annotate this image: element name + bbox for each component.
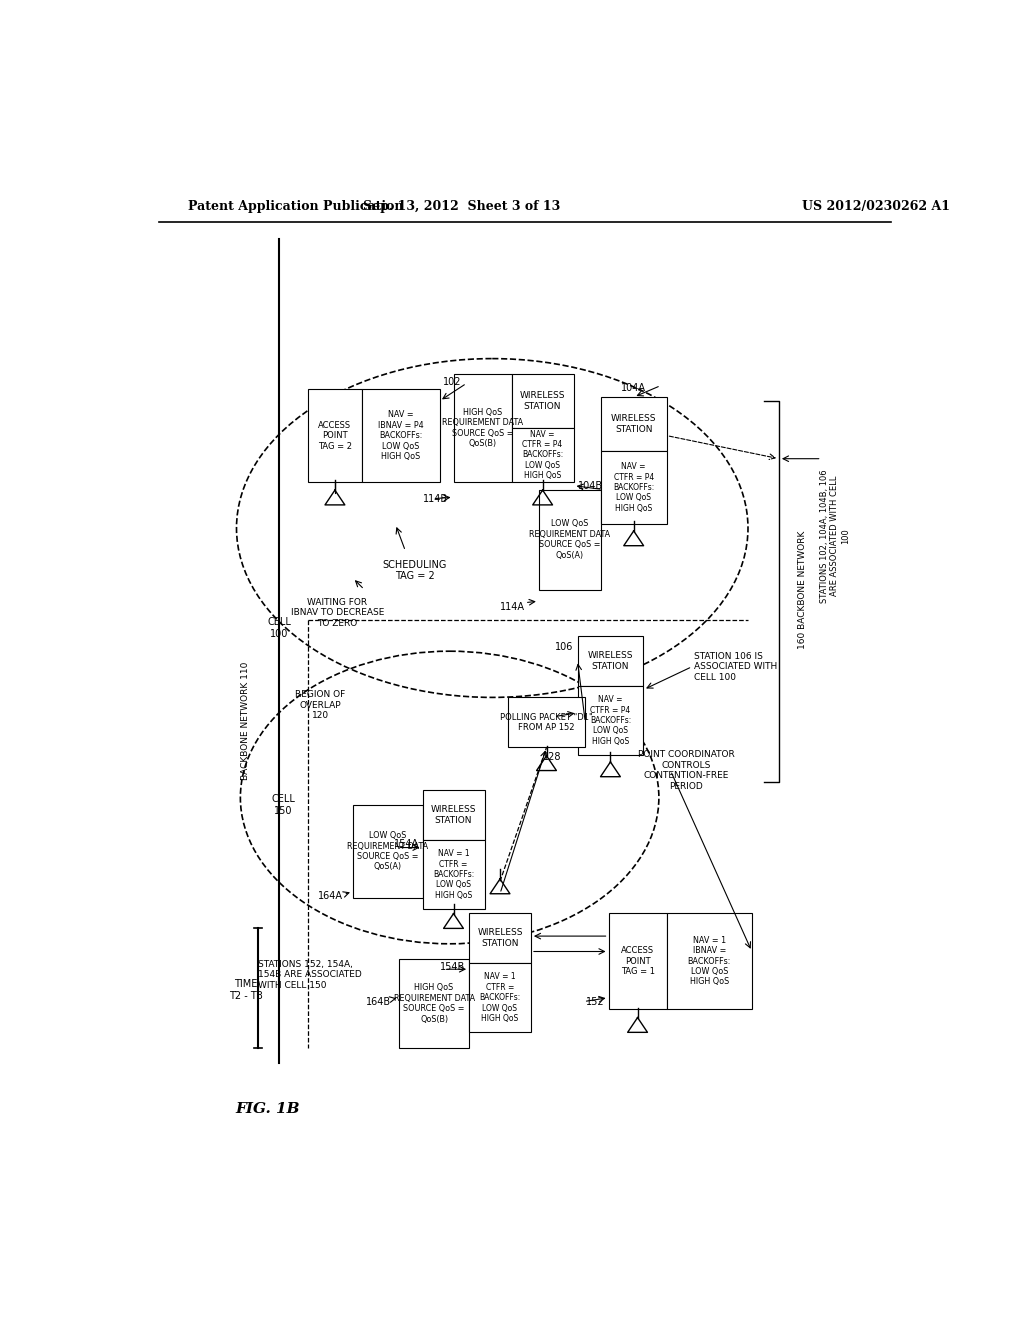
Text: 152: 152: [586, 997, 604, 1007]
Bar: [512, 428, 573, 482]
Text: STATIONS 152, 154A,
154B ARE ASSOCIATED
WITH CELL 150: STATIONS 152, 154A, 154B ARE ASSOCIATED …: [258, 960, 361, 990]
Bar: [362, 389, 439, 482]
Text: LOW QoS
REQUIREMENT DATA
SOURCE QoS =
QoS(A): LOW QoS REQUIREMENT DATA SOURCE QoS = Qo…: [529, 520, 610, 560]
Text: 164A: 164A: [318, 891, 343, 902]
Bar: [667, 913, 752, 1010]
Text: 128: 128: [543, 751, 561, 762]
Text: HIGH QoS
REQUIREMENT DATA
SOURCE QoS =
QoS(B): HIGH QoS REQUIREMENT DATA SOURCE QoS = Q…: [393, 983, 475, 1023]
Text: 164B: 164B: [367, 997, 391, 1007]
Text: STATIONS 102, 104A, 104B, 106
ARE ASSOCIATED WITH CELL
100: STATIONS 102, 104A, 104B, 106 ARE ASSOCI…: [820, 469, 850, 602]
Text: 104B: 104B: [578, 480, 603, 491]
Text: CELL
150: CELL 150: [271, 795, 295, 816]
Text: US 2012/0230262 A1: US 2012/0230262 A1: [802, 199, 950, 213]
Text: WIRELESS
STATION: WIRELESS STATION: [611, 414, 656, 434]
Bar: [352, 805, 423, 898]
Bar: [423, 789, 484, 840]
Text: NAV = 1
CTFR =
BACKOFFs:
LOW QoS
HIGH QoS: NAV = 1 CTFR = BACKOFFs: LOW QoS HIGH Qo…: [479, 973, 520, 1023]
Text: POLLING PACKET "D1"
FROM AP 152: POLLING PACKET "D1" FROM AP 152: [500, 713, 593, 733]
Text: LOW QoS
REQUIREMENT DATA
SOURCE QoS =
QoS(A): LOW QoS REQUIREMENT DATA SOURCE QoS = Qo…: [347, 832, 428, 871]
Bar: [539, 490, 601, 590]
Text: WIRELESS
STATION: WIRELESS STATION: [520, 391, 565, 411]
Text: 160 BACKBONE NETWORK: 160 BACKBONE NETWORK: [798, 531, 807, 649]
Text: NAV =
IBNAV = P4
BACKOFFs:
LOW QoS
HIGH QoS: NAV = IBNAV = P4 BACKOFFs: LOW QoS HIGH …: [378, 411, 424, 461]
Bar: [578, 686, 643, 755]
Text: 154B: 154B: [440, 962, 465, 972]
Bar: [454, 374, 512, 482]
Text: ACCESS
POINT
TAG = 1: ACCESS POINT TAG = 1: [621, 946, 654, 975]
Text: HIGH QoS
REQUIREMENT DATA
SOURCE QoS =
QoS(B): HIGH QoS REQUIREMENT DATA SOURCE QoS = Q…: [442, 408, 523, 447]
Text: WIRELESS
STATION: WIRELESS STATION: [431, 805, 476, 825]
Text: SCHEDULING
TAG = 2: SCHEDULING TAG = 2: [383, 560, 446, 581]
Text: NAV =
CTFR = P4
BACKOFFs:
LOW QoS
HIGH QoS: NAV = CTFR = P4 BACKOFFs: LOW QoS HIGH Q…: [590, 696, 631, 746]
Bar: [601, 451, 667, 524]
Text: ACCESS
POINT
TAG = 2: ACCESS POINT TAG = 2: [317, 421, 352, 450]
Text: REGION OF
OVERLAP
120: REGION OF OVERLAP 120: [295, 690, 345, 719]
Bar: [578, 636, 643, 686]
Text: NAV = 1
CTFR =
BACKOFFs:
LOW QoS
HIGH QoS: NAV = 1 CTFR = BACKOFFs: LOW QoS HIGH Qo…: [433, 849, 474, 900]
Bar: [469, 913, 531, 964]
Text: 104A: 104A: [622, 383, 646, 393]
Text: WIRELESS
STATION: WIRELESS STATION: [588, 651, 633, 671]
Text: WAITING FOR
IBNAV TO DECREASE
TO ZERO: WAITING FOR IBNAV TO DECREASE TO ZERO: [291, 598, 384, 627]
Text: 154A: 154A: [393, 838, 419, 849]
Text: NAV = 1
IBNAV =
BACKOFFs:
LOW QoS
HIGH QoS: NAV = 1 IBNAV = BACKOFFs: LOW QoS HIGH Q…: [687, 936, 731, 986]
Text: POINT COORDINATOR
CONTROLS
CONTENTION-FREE
PERIOD: POINT COORDINATOR CONTROLS CONTENTION-FR…: [638, 751, 734, 791]
Text: Sep. 13, 2012  Sheet 3 of 13: Sep. 13, 2012 Sheet 3 of 13: [362, 199, 560, 213]
Bar: [399, 960, 469, 1048]
Text: CELL
100: CELL 100: [267, 618, 291, 639]
Bar: [308, 389, 362, 482]
Bar: [423, 840, 484, 909]
Text: Patent Application Publication: Patent Application Publication: [188, 199, 403, 213]
Text: BACKBONE NETWORK 110: BACKBONE NETWORK 110: [242, 661, 250, 780]
Text: FIG. 1B: FIG. 1B: [234, 1102, 299, 1117]
Bar: [469, 964, 531, 1032]
Bar: [508, 697, 586, 747]
Text: WIRELESS
STATION: WIRELESS STATION: [477, 928, 522, 948]
Text: 106: 106: [555, 643, 573, 652]
Bar: [512, 374, 573, 428]
Text: NAV =
CTFR = P4
BACKOFFs:
LOW QoS
HIGH QoS: NAV = CTFR = P4 BACKOFFs: LOW QoS HIGH Q…: [613, 462, 654, 513]
Text: NAV =
CTFR = P4
BACKOFFs:
LOW QoS
HIGH QoS: NAV = CTFR = P4 BACKOFFs: LOW QoS HIGH Q…: [522, 429, 563, 480]
Text: 114A: 114A: [500, 602, 524, 611]
Bar: [601, 397, 667, 451]
Text: 114B: 114B: [423, 494, 447, 504]
Text: STATION 106 IS
ASSOCIATED WITH
CELL 100: STATION 106 IS ASSOCIATED WITH CELL 100: [693, 652, 777, 681]
Text: 102: 102: [443, 376, 462, 387]
Bar: [608, 913, 667, 1010]
Text: TIME
T2 - T3: TIME T2 - T3: [228, 979, 263, 1001]
